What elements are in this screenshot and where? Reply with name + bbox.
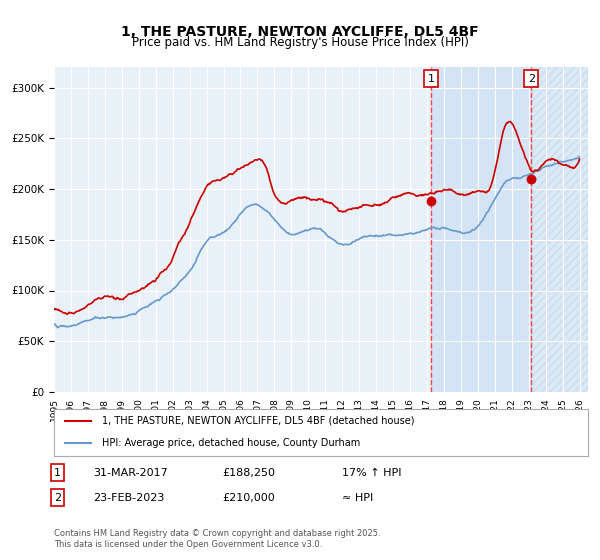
Text: 1: 1: [54, 468, 61, 478]
Text: 2: 2: [527, 74, 535, 83]
Bar: [431, 67, 531, 392]
Text: 1: 1: [428, 74, 434, 83]
Text: 31-MAR-2017: 31-MAR-2017: [93, 468, 168, 478]
Text: 23-FEB-2023: 23-FEB-2023: [93, 493, 164, 503]
Text: 17% ↑ HPI: 17% ↑ HPI: [342, 468, 401, 478]
Text: £188,250: £188,250: [222, 468, 275, 478]
Text: ≈ HPI: ≈ HPI: [342, 493, 373, 503]
Text: Price paid vs. HM Land Registry's House Price Index (HPI): Price paid vs. HM Land Registry's House …: [131, 36, 469, 49]
Bar: [531, 67, 588, 392]
Text: 2: 2: [54, 493, 61, 503]
Text: 1, THE PASTURE, NEWTON AYCLIFFE, DL5 4BF (detached house): 1, THE PASTURE, NEWTON AYCLIFFE, DL5 4BF…: [102, 416, 415, 426]
Text: Contains HM Land Registry data © Crown copyright and database right 2025.
This d: Contains HM Land Registry data © Crown c…: [54, 529, 380, 549]
Text: HPI: Average price, detached house, County Durham: HPI: Average price, detached house, Coun…: [102, 438, 361, 448]
Text: 1, THE PASTURE, NEWTON AYCLIFFE, DL5 4BF: 1, THE PASTURE, NEWTON AYCLIFFE, DL5 4BF: [121, 25, 479, 39]
Text: £210,000: £210,000: [222, 493, 275, 503]
